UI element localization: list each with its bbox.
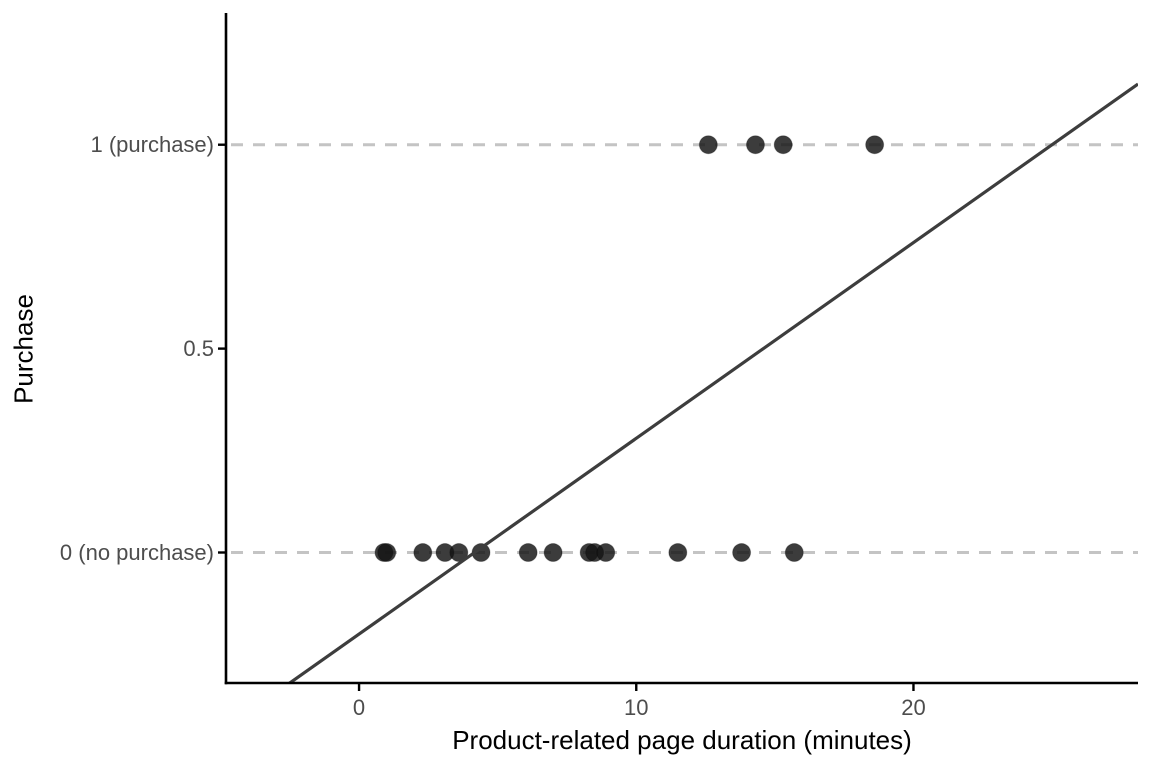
x-tick-label: 10 bbox=[624, 695, 649, 720]
y-tick-label: 0 (no purchase) bbox=[59, 539, 214, 565]
data-point bbox=[543, 543, 563, 563]
data-point bbox=[668, 543, 688, 563]
data-point bbox=[865, 135, 885, 155]
data-point bbox=[449, 543, 469, 563]
data-point bbox=[518, 543, 538, 563]
y-tick-label: 1 (purchase) bbox=[90, 131, 214, 157]
data-point bbox=[413, 543, 433, 563]
x-tick-label: 20 bbox=[901, 695, 926, 720]
data-point bbox=[732, 543, 752, 563]
y-tick-label: 0.5 bbox=[183, 335, 214, 361]
data-point bbox=[773, 135, 793, 155]
regression-fit-line bbox=[286, 82, 1138, 683]
y-axis-title: Purchase bbox=[8, 293, 39, 404]
data-point bbox=[784, 543, 804, 563]
x-tick-label: 0 bbox=[352, 695, 366, 720]
data-point bbox=[596, 543, 616, 563]
data-point bbox=[745, 135, 765, 155]
data-point bbox=[377, 543, 397, 563]
data-point bbox=[698, 135, 718, 155]
x-axis-title: Product-related page duration (minutes) bbox=[452, 725, 912, 755]
